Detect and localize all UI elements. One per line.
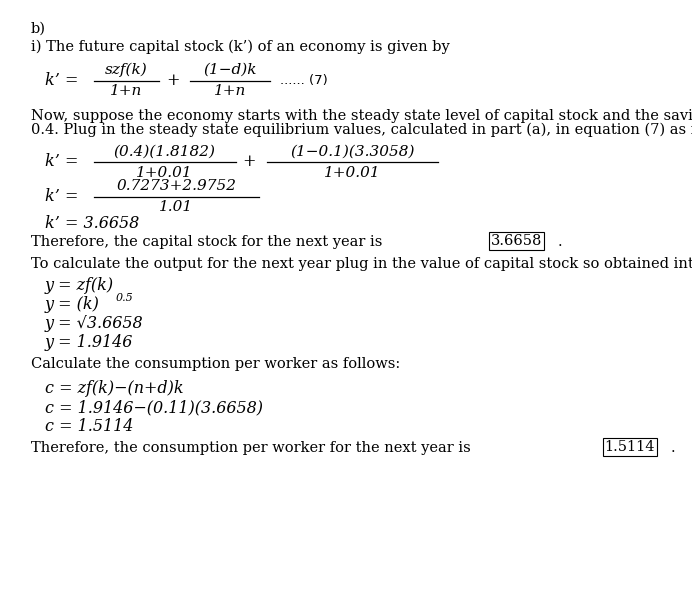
Text: k’ = 3.6658: k’ = 3.6658 <box>45 215 139 232</box>
Text: y = (k): y = (k) <box>45 296 100 313</box>
Text: y = zf(k): y = zf(k) <box>45 277 114 295</box>
Text: 0.5: 0.5 <box>116 293 134 303</box>
Text: (1−0.1)(3.3058): (1−0.1)(3.3058) <box>290 144 415 158</box>
Text: k’ =: k’ = <box>45 153 78 170</box>
Text: +: + <box>242 153 256 170</box>
Text: +: + <box>166 72 179 89</box>
Text: Calculate the consumption per worker as follows:: Calculate the consumption per worker as … <box>31 357 401 371</box>
Text: k’ =: k’ = <box>45 72 78 89</box>
Text: 1+n: 1+n <box>214 84 246 98</box>
Text: 1.5114: 1.5114 <box>605 440 655 454</box>
Text: c = 1.9146−(0.11)(3.6658): c = 1.9146−(0.11)(3.6658) <box>45 399 263 416</box>
Text: Therefore, the consumption per worker for the next year is: Therefore, the consumption per worker fo… <box>31 441 475 455</box>
Text: (1−d)k: (1−d)k <box>203 63 257 77</box>
Text: .: . <box>671 441 675 455</box>
Text: 0.4. Plug in the steady state equilibrium values, calculated in part (a), in equ: 0.4. Plug in the steady state equilibriu… <box>31 122 692 137</box>
Text: szf(k): szf(k) <box>105 62 147 77</box>
Text: k’ =: k’ = <box>45 188 78 205</box>
Text: y = 1.9146: y = 1.9146 <box>45 334 134 351</box>
Text: Now, suppose the economy starts with the steady state level of capital stock and: Now, suppose the economy starts with the… <box>31 109 692 123</box>
Text: ...... (7): ...... (7) <box>280 74 328 87</box>
Text: Therefore, the capital stock for the next year is: Therefore, the capital stock for the nex… <box>31 235 387 249</box>
Text: 0.7273+2.9752: 0.7273+2.9752 <box>116 179 236 193</box>
Text: y = √3.6658: y = √3.6658 <box>45 315 144 332</box>
Text: b): b) <box>31 21 46 35</box>
Text: (0.4)(1.8182): (0.4)(1.8182) <box>113 144 216 158</box>
Text: 1+0.01: 1+0.01 <box>324 166 381 180</box>
Text: i) The future capital stock (k’) of an economy is given by: i) The future capital stock (k’) of an e… <box>31 40 450 54</box>
Text: 1+n: 1+n <box>110 84 143 98</box>
Text: 3.6658: 3.6658 <box>491 234 542 248</box>
Text: c = zf(k)−(n+d)k: c = zf(k)−(n+d)k <box>45 380 183 397</box>
Text: .: . <box>558 235 562 249</box>
Text: To calculate the output for the next year plug in the value of capital stock so : To calculate the output for the next yea… <box>31 257 692 271</box>
Text: 1+0.01: 1+0.01 <box>136 166 193 180</box>
Text: c = 1.5114: c = 1.5114 <box>45 418 134 435</box>
Text: 1.01: 1.01 <box>159 200 193 214</box>
